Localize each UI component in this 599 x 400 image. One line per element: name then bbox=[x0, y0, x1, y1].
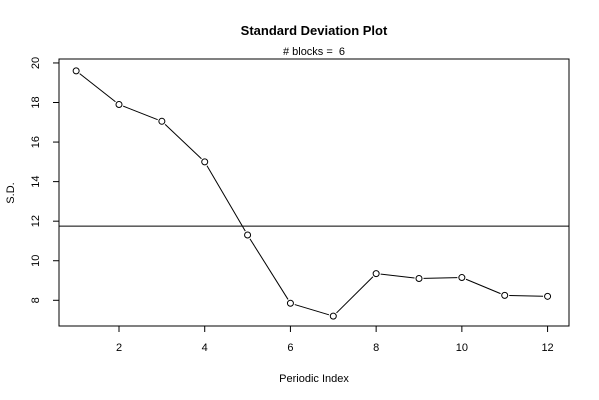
series-line-segment bbox=[336, 276, 374, 314]
series-line-segment bbox=[509, 294, 544, 297]
y-tick-label: 20 bbox=[30, 57, 42, 69]
series-line-segment bbox=[206, 165, 246, 232]
y-tick-label: 12 bbox=[30, 215, 42, 227]
data-point bbox=[72, 67, 80, 75]
data-point bbox=[329, 312, 337, 320]
data-point bbox=[286, 299, 294, 307]
data-point bbox=[201, 158, 209, 166]
x-tick-label: 2 bbox=[116, 342, 122, 354]
data-point bbox=[244, 231, 252, 239]
y-tick-label: 16 bbox=[30, 136, 42, 148]
series-line-segment bbox=[380, 273, 415, 279]
series-line-segment bbox=[123, 105, 158, 121]
x-tick-label: 6 bbox=[287, 342, 293, 354]
chart-title: Standard Deviation Plot bbox=[241, 23, 388, 38]
series-line-segment bbox=[294, 304, 330, 316]
series-line-segment bbox=[79, 73, 116, 103]
series-line-segment bbox=[465, 278, 501, 295]
y-tick-label: 14 bbox=[30, 175, 42, 187]
data-point bbox=[458, 274, 466, 282]
plot-frame bbox=[58, 58, 570, 327]
x-tick-label: 10 bbox=[456, 342, 468, 354]
series-line-segment bbox=[249, 238, 289, 300]
x-axis-label: Periodic Index bbox=[279, 373, 349, 385]
x-tick-label: 12 bbox=[541, 342, 553, 354]
series-line-segment bbox=[164, 124, 202, 160]
y-axis-label: S.D. bbox=[5, 182, 17, 203]
series-line-segment bbox=[423, 277, 458, 279]
data-point bbox=[544, 292, 552, 300]
x-tick-label: 8 bbox=[373, 342, 379, 354]
data-point bbox=[501, 291, 509, 299]
y-axis: 8 10 12 14 16 18 20 bbox=[30, 57, 59, 303]
x-axis: 2 4 6 8 10 12 bbox=[116, 326, 554, 354]
x-tick-label: 4 bbox=[202, 342, 208, 354]
data-point bbox=[372, 270, 380, 278]
series-layer bbox=[72, 67, 552, 320]
data-point bbox=[415, 275, 423, 283]
chart-subtitle: # blocks = 6 bbox=[283, 46, 345, 58]
y-tick-label: 8 bbox=[30, 297, 42, 303]
data-point bbox=[158, 117, 166, 125]
y-tick-label: 10 bbox=[30, 255, 42, 267]
data-point bbox=[115, 100, 123, 108]
y-tick-label: 18 bbox=[30, 96, 42, 108]
